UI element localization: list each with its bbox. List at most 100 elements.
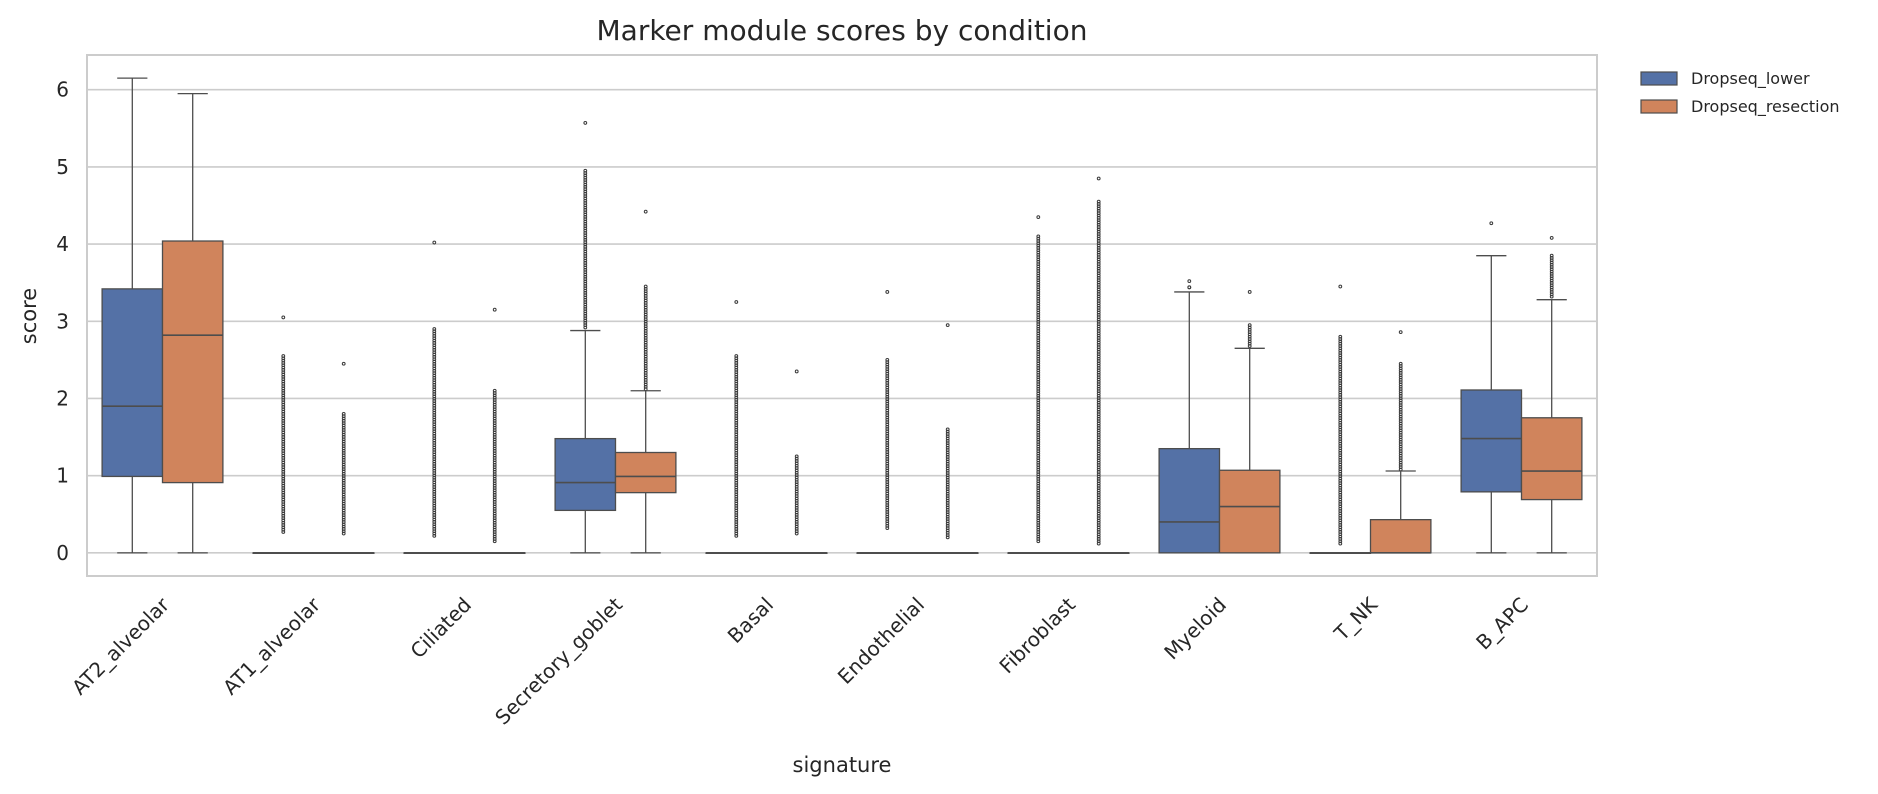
outlier-point [1398,423,1403,428]
outlier-point [945,457,950,462]
outlier-point [1549,271,1554,276]
outlier-point [945,501,950,505]
legend-item: Dropseq_lower [1640,69,1810,89]
outlier-point [794,454,799,459]
outlier-point [1489,221,1494,226]
outlier-point [945,491,950,496]
outlier-point [945,528,950,533]
outlier-point [432,240,437,245]
outlier-point [583,121,588,125]
outlier-point [1398,398,1403,403]
outlier-point [1398,373,1403,378]
outlier-point [945,475,950,480]
outlier-point [945,489,950,494]
outlier-point [1398,414,1403,419]
outlier-point [1398,368,1403,373]
outlier-point [945,512,950,517]
outlier-point [1398,462,1403,467]
outlier-point [1398,458,1403,463]
outlier-point [945,323,950,328]
outlier-point [341,361,346,366]
outlier-point [1549,265,1554,269]
outlier-point [583,168,588,173]
outlier-point [1398,389,1403,394]
outlier-point [945,452,950,457]
outlier-point [1398,428,1403,433]
outlier-point [1398,391,1403,396]
outlier-point [945,524,950,528]
outlier-point [1549,258,1554,263]
outlier-point [1398,430,1403,435]
box-Endothelial-Dropseq_resection [916,323,979,554]
outlier-point [1549,290,1554,294]
outlier-point [1398,364,1403,368]
legend-swatch [1640,99,1678,114]
outlier-point [945,482,950,487]
outlier-point [945,514,950,519]
outlier-point [945,471,950,475]
outlier-point [945,487,950,492]
box-Ciliated-Dropseq_resection [463,307,526,554]
outlier-point [1036,215,1041,219]
outlier-point [1398,330,1403,334]
outlier-point [1398,366,1403,371]
outlier-point [1398,412,1403,417]
outlier-point [643,209,648,214]
outlier-point [1398,400,1403,405]
legend-swatch [1640,71,1678,86]
outlier-point [1398,460,1403,465]
y-tick-label: 6 [56,78,69,102]
outlier-point [1398,417,1403,421]
box-Basal-Dropseq_resection [765,369,828,554]
plot-frame [86,54,1598,577]
legend-label: Dropseq_resection [1691,97,1840,117]
outlier-point [1549,283,1554,288]
outlier-point [945,519,950,524]
box-T_NK-Dropseq_resection [1369,330,1432,554]
outlier-point [281,315,286,320]
outlier-point [1096,199,1101,204]
y-tick-label: 3 [56,309,69,333]
box-iqr [614,451,677,494]
outlier-point [1398,453,1403,458]
outlier-point [794,369,799,374]
outlier-point [1549,260,1554,265]
outlier-point [492,388,497,393]
outlier-point [341,412,346,416]
outlier-point [1549,262,1554,267]
outlier-point [945,507,950,512]
outlier-point [1398,371,1403,375]
outlier-point [1398,433,1403,437]
outlier-point [945,445,950,450]
outlier-point [1398,419,1403,424]
box-AT2_alveolar-Dropseq_resection [161,92,224,554]
outlier-point [1398,394,1403,398]
outlier-point [1549,253,1554,258]
box-iqr [1369,519,1432,554]
outlier-point [885,357,890,362]
outlier-point [1398,405,1403,410]
outlier-point [945,427,950,432]
box-iqr [1460,389,1523,493]
box-iqr [161,240,224,484]
outlier-point [492,307,497,312]
box-Fibroblast-Dropseq_lower [1007,215,1070,554]
outlier-point [1549,278,1554,283]
outlier-point [1247,323,1252,328]
outlier-point [1549,281,1554,285]
outlier-point [885,290,890,294]
outlier-point [1398,407,1403,412]
box-AT1_alveolar-Dropseq_lower [252,315,315,554]
y-tick-label: 2 [56,386,69,410]
legend-item: Dropseq_resection [1640,97,1840,117]
outlier-point [1398,380,1403,385]
outlier-point [945,498,950,503]
outlier-point [1398,396,1403,401]
outlier-point [1398,361,1403,366]
outlier-point [1398,382,1403,387]
x-axis-title: signature [793,753,892,777]
outlier-point [945,478,950,482]
box-B_APC-Dropseq_lower [1460,221,1523,554]
outlier-point [1549,285,1554,290]
